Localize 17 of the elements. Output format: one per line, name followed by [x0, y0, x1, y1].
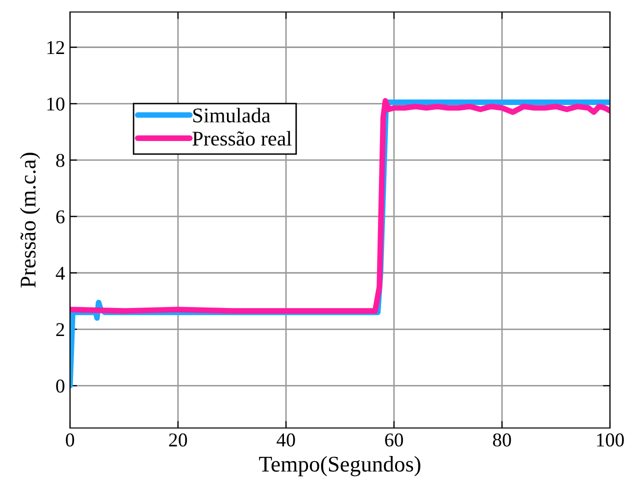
- y-tick-label: 0: [56, 380, 64, 393]
- x-tick-label: 100: [597, 433, 624, 447]
- legend-label: Pressão real: [192, 131, 292, 146]
- x-tick-label: 40: [276, 433, 295, 447]
- x-tick-label: 60: [385, 433, 403, 447]
- y-tick-label: 6: [56, 210, 65, 224]
- legend-label: Simulada: [193, 108, 270, 122]
- x-axis-title: Tempo(Segundos): [259, 456, 420, 476]
- y-tick-label: 10: [47, 97, 64, 111]
- y-tick-label: 8: [56, 154, 64, 168]
- y-tick-label: 4: [56, 266, 65, 280]
- x-tick-label: 0: [66, 433, 74, 447]
- x-tick-label: 20: [169, 433, 187, 447]
- y-tick-label: 2: [56, 323, 64, 336]
- x-tick-label: 80: [493, 433, 511, 447]
- y-tick-label: 12: [47, 41, 64, 54]
- y-axis-title: Pressão (m.c.a): [20, 152, 40, 288]
